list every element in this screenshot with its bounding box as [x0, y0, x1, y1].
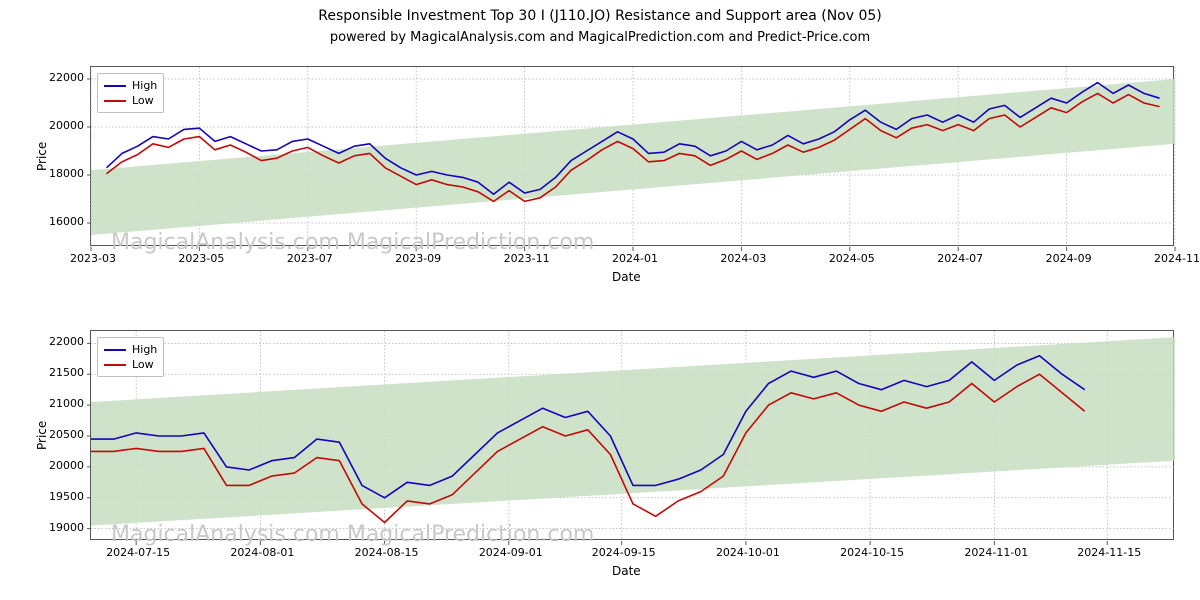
ytick-label: 18000 [49, 167, 84, 180]
ytick-label: 22000 [49, 335, 84, 348]
subtitle-text: powered by MagicalAnalysis.com and Magic… [330, 30, 870, 45]
xtick-label: 2024-11 [1142, 252, 1200, 265]
ytick-label: 16000 [49, 215, 84, 228]
ytick-label: 20500 [49, 428, 84, 441]
xtick-label: 2024-09-01 [476, 546, 546, 559]
xtick-label: 2024-08-15 [352, 546, 422, 559]
legend-label-high: High [132, 78, 157, 93]
xtick-label: 2024-10-01 [713, 546, 783, 559]
y-axis-label-bottom: Price [35, 421, 49, 450]
x-axis-label-bottom: Date [612, 564, 641, 578]
ytick-label: 21000 [49, 397, 84, 410]
xtick-label: 2023-09 [383, 252, 453, 265]
xtick-label: 2023-03 [58, 252, 128, 265]
xtick-label: 2024-09 [1034, 252, 1104, 265]
ytick-label: 21500 [49, 366, 84, 379]
top-chart-panel: MagicalAnalysis.com MagicalPrediction.co… [90, 66, 1174, 246]
ytick-label: 22000 [49, 71, 84, 84]
x-axis-label-text: Date [612, 270, 641, 284]
chart-subtitle: powered by MagicalAnalysis.com and Magic… [0, 30, 1200, 45]
bottom-chart-svg [91, 331, 1175, 541]
legend-swatch-high [104, 85, 126, 87]
xtick-label: 2024-11-01 [961, 546, 1031, 559]
xtick-label: 2023-05 [166, 252, 236, 265]
y-axis-label-text: Price [35, 142, 49, 171]
legend-label-low: Low [132, 93, 154, 108]
legend-label-low: Low [132, 357, 154, 372]
legend-bottom: High Low [97, 337, 164, 377]
legend-item-low: Low [104, 93, 157, 108]
x-axis-label-top: Date [612, 270, 641, 284]
xtick-label: 2024-08-01 [227, 546, 297, 559]
ytick-label: 20000 [49, 459, 84, 472]
legend-item-high: High [104, 78, 157, 93]
y-axis-label-top: Price [35, 142, 49, 171]
xtick-label: 2024-07-15 [103, 546, 173, 559]
xtick-label: 2023-11 [492, 252, 562, 265]
chart-title: Responsible Investment Top 30 I (J110.JO… [0, 8, 1200, 24]
xtick-label: 2024-09-15 [589, 546, 659, 559]
xtick-label: 2024-05 [817, 252, 887, 265]
title-text: Responsible Investment Top 30 I (J110.JO… [318, 8, 882, 24]
legend-top: High Low [97, 73, 164, 113]
legend-label-high: High [132, 342, 157, 357]
top-chart-svg [91, 67, 1175, 247]
y-axis-label-text: Price [35, 421, 49, 450]
x-axis-label-text: Date [612, 564, 641, 578]
ytick-label: 19500 [49, 490, 84, 503]
xtick-label: 2024-07 [925, 252, 995, 265]
legend-swatch-low [104, 364, 126, 366]
xtick-label: 2024-03 [708, 252, 778, 265]
xtick-label: 2024-01 [600, 252, 670, 265]
legend-swatch-low [104, 100, 126, 102]
bottom-chart-panel: MagicalAnalysis.com MagicalPrediction.co… [90, 330, 1174, 540]
figure: Responsible Investment Top 30 I (J110.JO… [0, 0, 1200, 600]
xtick-label: 2024-11-15 [1074, 546, 1144, 559]
legend-swatch-high [104, 349, 126, 351]
ytick-label: 20000 [49, 119, 84, 132]
xtick-label: 2023-07 [275, 252, 345, 265]
ytick-label: 19000 [49, 521, 84, 534]
legend-item-high: High [104, 342, 157, 357]
legend-item-low: Low [104, 357, 157, 372]
xtick-label: 2024-10-15 [837, 546, 907, 559]
